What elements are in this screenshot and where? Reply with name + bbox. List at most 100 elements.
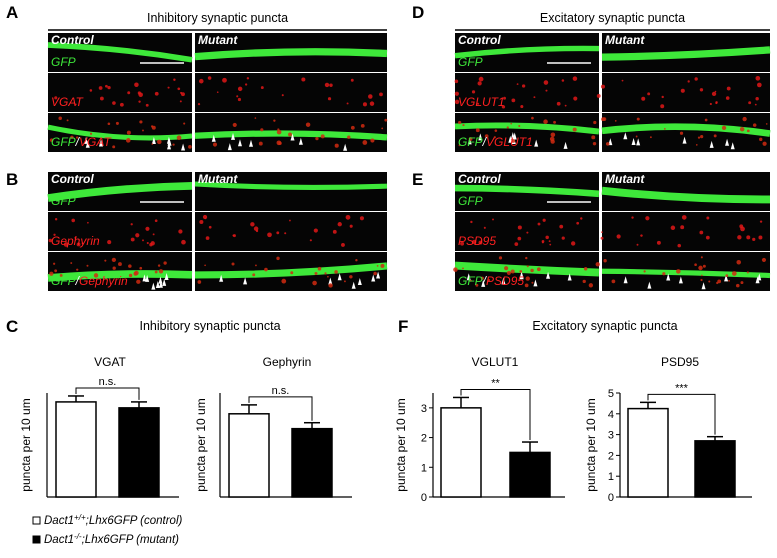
puncta [564,104,567,107]
arrowhead [563,141,568,149]
arrowhead [567,273,572,281]
puncta [125,138,131,143]
puncta [662,272,666,276]
puncta [543,80,549,85]
puncta [289,219,291,222]
legend-part: ;Lhx6GFP (control) [86,515,183,527]
puncta [237,97,242,102]
arrowhead [343,143,348,151]
y-tick-label: 3 [608,430,614,442]
micrograph [602,73,770,112]
puncta [281,94,284,97]
puncta [130,223,133,226]
puncta [676,269,681,274]
puncta [478,240,483,245]
puncta [616,234,621,239]
arrowhead [145,274,150,282]
puncta [571,241,576,246]
puncta [510,269,515,274]
micrograph [48,73,192,112]
puncta [334,270,338,274]
puncta [252,273,256,277]
legend-part: Dact1 [44,534,74,546]
puncta [246,77,250,80]
micrograph [455,113,599,152]
puncta [183,122,186,125]
puncta [454,99,460,105]
puncta [458,120,462,125]
arrowhead [376,271,381,279]
puncta [656,240,661,245]
y-tick-label: 4 [608,409,614,421]
merge-part: / [75,135,81,149]
arrowhead [231,132,236,140]
puncta [611,279,616,284]
column-label: Control [51,172,94,186]
arrowhead [248,139,253,147]
puncta [145,103,149,107]
dendrite [601,268,771,279]
puncta [49,271,54,276]
puncta [142,239,144,242]
arrowhead [631,137,636,145]
puncta [139,266,143,270]
arrowhead [623,132,628,140]
puncta [86,264,89,267]
puncta [369,101,375,106]
puncta [517,225,522,230]
puncta [469,279,472,282]
puncta [701,274,703,277]
puncta [107,122,111,126]
arrowhead [162,278,167,286]
puncta [329,83,333,88]
puncta [313,228,318,233]
puncta [504,266,509,271]
arrowhead [481,279,486,287]
micrograph [195,172,387,211]
puncta [278,141,282,145]
puncta [725,274,729,278]
puncta [349,275,353,279]
arrowhead [519,272,524,280]
merge-part: PSD95 [486,274,524,288]
y-tick-label: 1 [421,462,427,474]
puncta [670,225,676,231]
puncta [573,96,578,101]
puncta [152,233,155,236]
dendrite [194,181,388,190]
row-label: Gephyrin [51,234,100,248]
puncta [468,137,473,141]
significance-label: n.s. [99,376,117,388]
puncta [138,100,141,103]
puncta [511,139,516,143]
puncta [506,270,511,276]
puncta [267,232,272,238]
puncta [475,128,480,133]
micrograph [195,212,387,251]
puncta [454,79,459,84]
puncta [679,131,684,135]
puncta [346,102,349,105]
puncta [713,134,717,138]
puncta [137,91,141,95]
puncta [145,226,150,231]
significance-label: ** [491,377,500,389]
puncta [601,231,603,234]
puncta [572,76,578,81]
puncta [531,281,534,284]
merge-part: VGAT [79,135,112,149]
puncta [362,102,367,107]
arrowhead [167,138,172,146]
puncta [631,216,634,219]
puncta [157,139,162,145]
puncta [731,271,737,276]
puncta [98,86,103,90]
puncta [494,129,498,132]
puncta [204,264,206,267]
puncta [76,242,81,247]
puncta [746,129,750,133]
arrowhead [371,274,376,282]
puncta [63,242,69,247]
row-label: PSD95 [458,234,496,248]
